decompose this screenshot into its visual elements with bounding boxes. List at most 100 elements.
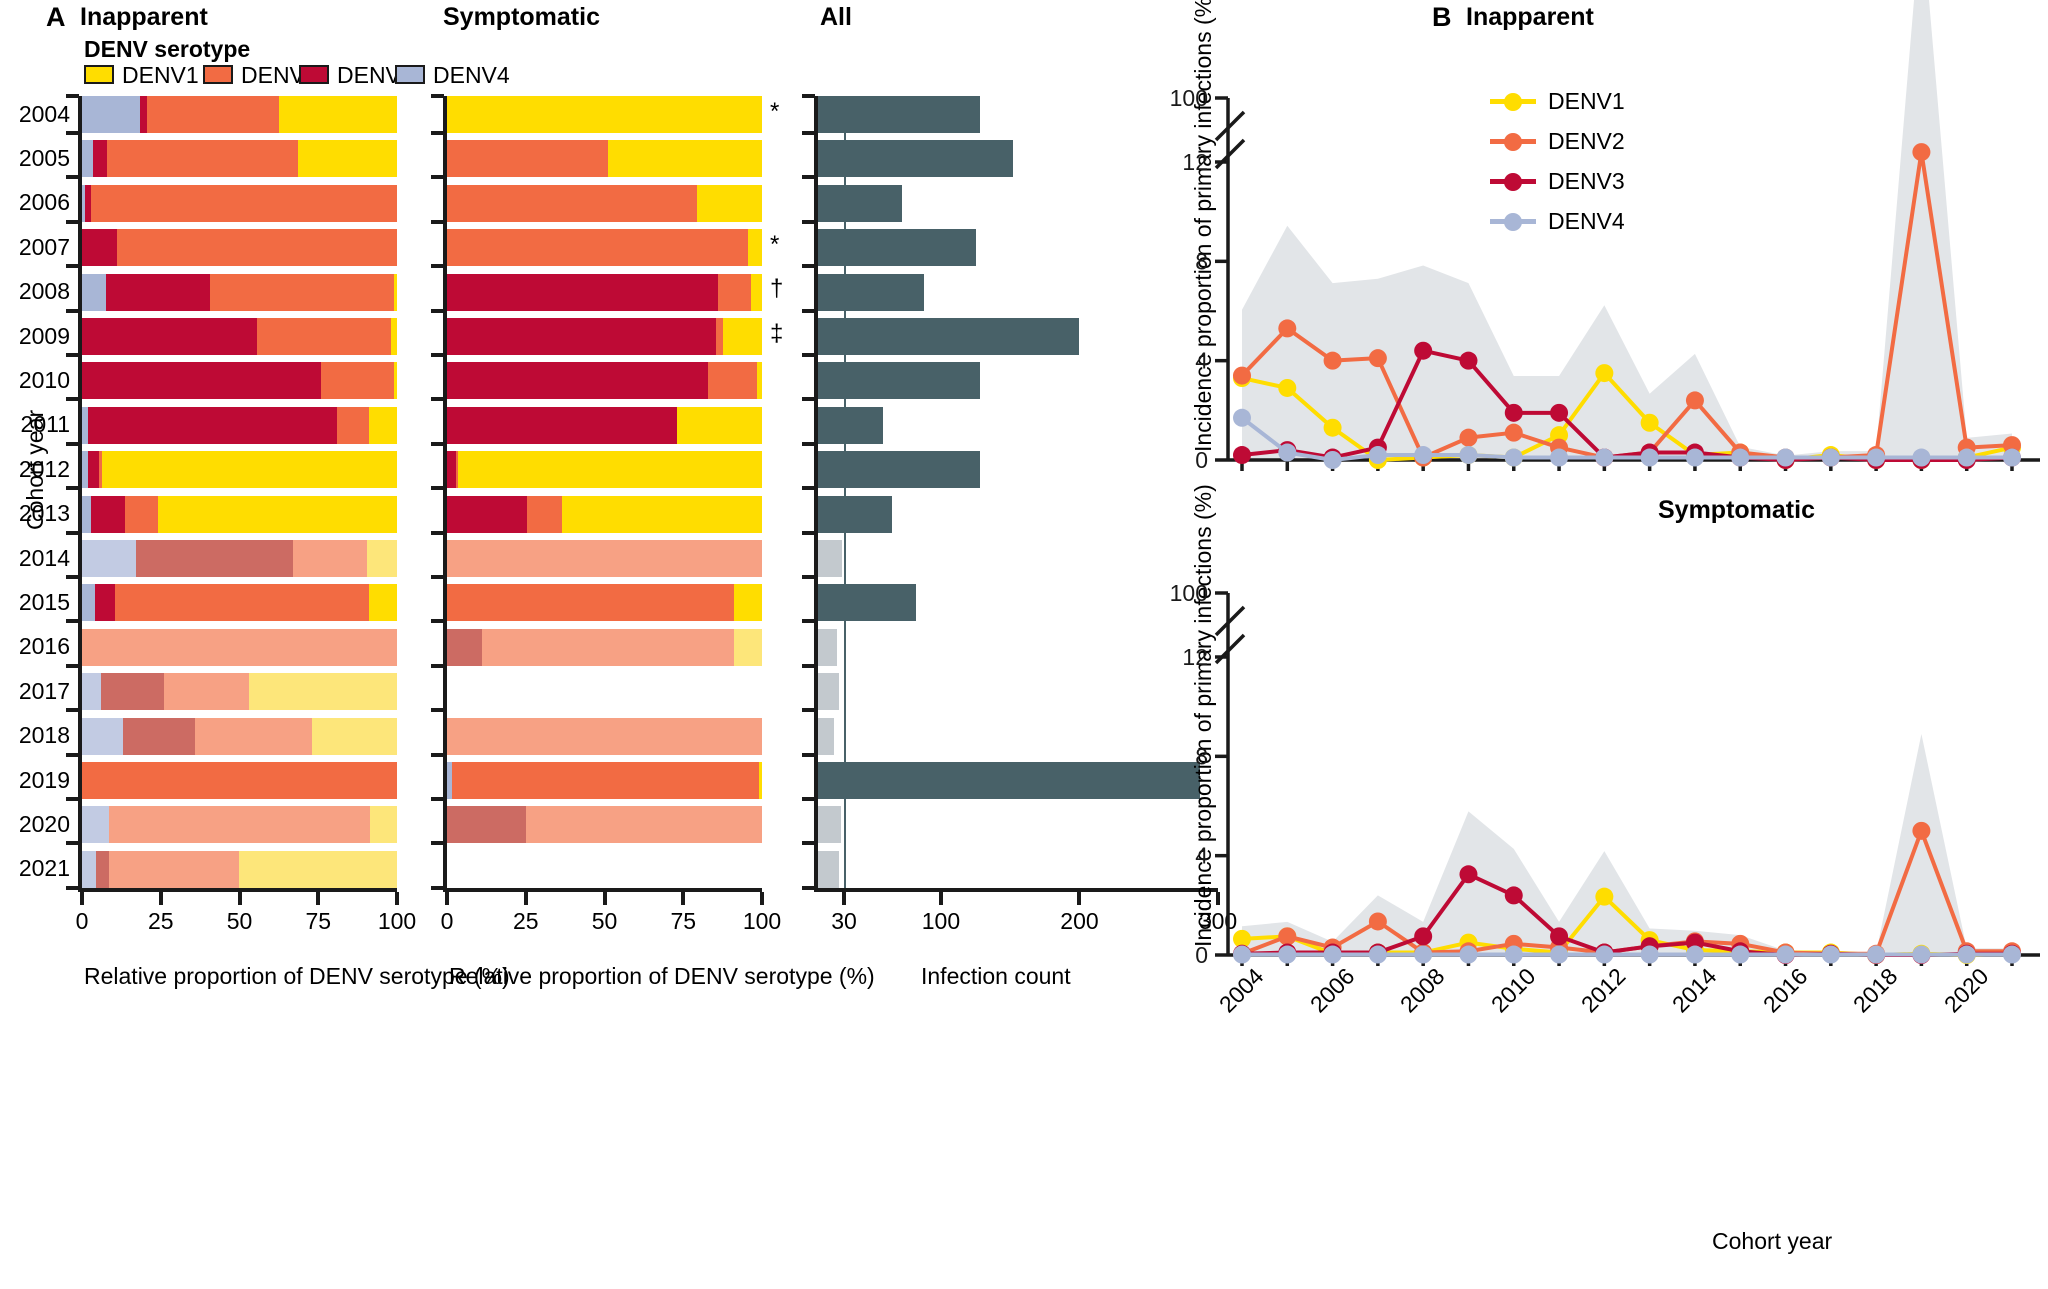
bar-segment-denv2 <box>481 628 734 666</box>
table-row[interactable] <box>447 140 762 178</box>
series-denv4[interactable] <box>1233 408 2021 469</box>
table-row[interactable] <box>82 184 397 222</box>
bar-segment-denv2 <box>108 850 240 888</box>
table-row[interactable] <box>82 628 397 666</box>
year-label-2013: 2013 <box>18 500 70 527</box>
count-bar-2016[interactable] <box>818 628 838 666</box>
data-point <box>1233 446 1251 465</box>
bar-segment-denv1 <box>248 673 397 711</box>
all-x-tick <box>938 891 943 905</box>
symptomatic-y-tick <box>431 530 444 535</box>
bar-segment-denv3 <box>93 140 108 178</box>
inapparent-x-tick-label: 75 <box>305 907 332 934</box>
table-row[interactable] <box>447 806 762 844</box>
bar-segment-denv4 <box>82 850 97 888</box>
count-bar-2006[interactable] <box>818 184 903 222</box>
data-point <box>1459 945 1478 964</box>
count-bar-2017[interactable] <box>818 673 839 711</box>
count-bar-2005[interactable] <box>818 140 1013 178</box>
series-denv4[interactable] <box>1233 945 2021 964</box>
table-row[interactable] <box>82 762 397 799</box>
all-y-tick <box>802 486 815 491</box>
table-row[interactable] <box>82 717 397 755</box>
data-point <box>1323 351 1342 370</box>
all-count-bar-chart <box>818 96 1218 896</box>
table-row[interactable] <box>82 229 397 267</box>
table-row[interactable] <box>447 318 762 355</box>
count-bar-2012[interactable] <box>818 451 980 489</box>
count-bar-2007[interactable] <box>818 229 976 267</box>
bar-segment-denv3 <box>94 584 116 622</box>
panel-a-inapparent-title: Inapparent <box>80 3 208 31</box>
table-row[interactable] <box>447 96 762 133</box>
table-row[interactable] <box>82 96 397 133</box>
table-row[interactable] <box>82 540 397 577</box>
table-row[interactable] <box>82 806 397 844</box>
symptomatic-y-tick <box>431 308 444 313</box>
count-bar-2009[interactable] <box>818 318 1080 355</box>
count-bar-2014[interactable] <box>818 540 843 577</box>
table-row[interactable] <box>447 362 762 400</box>
table-row[interactable] <box>447 628 762 666</box>
count-bar-2004[interactable] <box>818 96 980 133</box>
bar-segment-denv2 <box>708 362 758 400</box>
table-row[interactable] <box>447 495 762 533</box>
all-y-tick <box>802 841 815 846</box>
symptomatic-x-tick <box>760 891 764 905</box>
bar-segment-denv2 <box>525 806 762 844</box>
table-row[interactable] <box>447 229 762 267</box>
count-bar-2015[interactable] <box>818 584 917 622</box>
table-row[interactable] <box>82 273 397 311</box>
symptomatic-y-tick <box>431 219 444 224</box>
year-label-2008: 2008 <box>18 278 70 305</box>
count-bar-2020[interactable] <box>818 806 841 844</box>
bar-segment-denv4 <box>82 495 92 533</box>
all-x-tick-label: 300 <box>1198 907 1238 934</box>
table-row[interactable] <box>447 717 762 755</box>
count-bar-2011[interactable] <box>818 406 883 444</box>
table-row[interactable] <box>82 584 397 622</box>
inapparent-y-tick <box>66 797 79 801</box>
bar-segment-denv1 <box>697 184 762 222</box>
symptomatic-y-tick <box>431 353 444 357</box>
table-row[interactable] <box>447 184 762 222</box>
count-bar-2021[interactable] <box>818 850 839 888</box>
count-bar-2010[interactable] <box>818 362 980 400</box>
count-bar-2008[interactable] <box>818 273 925 311</box>
table-row[interactable] <box>447 851 762 888</box>
table-row[interactable] <box>447 673 762 710</box>
inapparent-x-tick-label: 100 <box>377 907 417 934</box>
data-point <box>1731 448 1750 467</box>
count-bar-2018[interactable] <box>818 717 834 755</box>
bar-segment-denv2 <box>82 628 397 666</box>
bar-segment-denv4 <box>82 96 141 133</box>
y-tick-label: 12 <box>1182 149 1208 175</box>
table-row[interactable] <box>82 406 397 444</box>
table-row[interactable] <box>447 584 762 622</box>
count-bar-2013[interactable] <box>818 495 893 533</box>
table-row[interactable] <box>447 406 762 444</box>
table-row[interactable] <box>447 451 762 489</box>
all-y-tick <box>802 663 815 668</box>
data-point <box>1912 143 1931 162</box>
inapparent-y-tick <box>66 308 79 313</box>
table-row[interactable] <box>82 318 397 355</box>
table-row[interactable] <box>82 850 397 888</box>
bar-segment-denv2 <box>456 451 458 489</box>
bar-segment-denv4 <box>82 140 94 178</box>
table-row[interactable] <box>82 140 397 178</box>
table-row[interactable] <box>447 273 762 311</box>
inapparent-y-tick <box>66 708 79 713</box>
data-point <box>1459 428 1478 447</box>
table-row[interactable] <box>447 762 762 799</box>
count-bar-2019[interactable] <box>818 762 1200 799</box>
all-y-tick <box>802 308 815 313</box>
table-row[interactable] <box>82 495 397 533</box>
bar-segment-denv2 <box>716 318 723 355</box>
table-row[interactable] <box>82 451 397 489</box>
data-point <box>1278 378 1297 397</box>
table-row[interactable] <box>82 673 397 711</box>
table-row[interactable] <box>82 362 397 400</box>
y-tick-label: 100 <box>1170 85 1208 111</box>
table-row[interactable] <box>447 540 762 577</box>
